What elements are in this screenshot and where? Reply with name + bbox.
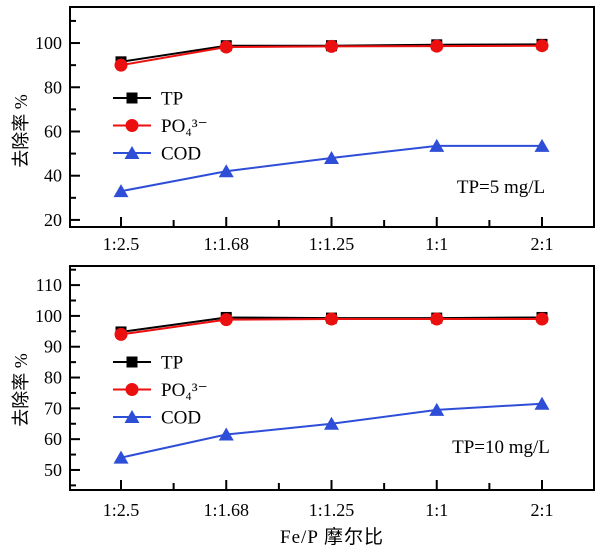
x-tick-label: 1:1.25: [309, 500, 355, 520]
triangle-marker: [113, 184, 129, 198]
y-tick-label: 90: [44, 337, 62, 357]
triangle-marker: [218, 427, 234, 441]
x-tick-label: 1:1.25: [309, 234, 355, 254]
circle-marker: [219, 40, 233, 54]
y-tick-label: 50: [44, 460, 62, 480]
x-axis: 1:2.5 1:1.68 1:1.25 1:1 2:1: [103, 217, 554, 254]
circle-marker: [325, 312, 338, 326]
x-tick-label: 1:1: [425, 234, 448, 254]
circle-marker: [114, 327, 128, 341]
legend-item: COD: [113, 408, 201, 429]
series-po4: [114, 39, 549, 72]
circle-marker: [325, 39, 338, 53]
square-legend-marker: [126, 92, 138, 104]
x-tick-label: 2:1: [530, 234, 553, 254]
series-cod: [113, 138, 550, 198]
series-po4: [114, 312, 549, 341]
chart-tp5: 20 40 60 80 100 1:2.5 1:1.68 1:1.25 1:1 2:1 TP PO₄³…: [11, 6, 595, 254]
y-axis-title: 去除率 %: [11, 94, 31, 168]
x-axis: 1:2.5 1:1.68 1:1.25 1:1 2:1: [103, 480, 554, 520]
y-tick-label: 110: [36, 275, 62, 295]
y-tick-label: 60: [44, 121, 62, 141]
y-tick-label: 100: [35, 306, 62, 326]
plot-frame: [69, 265, 595, 491]
circle-legend-marker: [125, 119, 139, 132]
legend-label: TP: [161, 89, 183, 110]
legend-label: TP: [161, 353, 183, 374]
triangle-marker: [534, 138, 550, 152]
legend-item: COD: [113, 144, 201, 165]
y-axis: 50 60 70 80 90 100 110: [35, 268, 80, 487]
x-tick-label: 1:1.68: [203, 500, 249, 520]
y-tick-label: 100: [35, 33, 62, 53]
legend: TP PO₄³⁻ COD: [113, 89, 208, 165]
x-tick-label: 1:2.5: [103, 500, 140, 520]
x-tick-label: 1:1.68: [203, 234, 249, 254]
legend-label: COD: [161, 408, 201, 429]
circle-marker: [430, 312, 444, 326]
y-tick-label: 70: [44, 398, 62, 418]
y-tick-label: 40: [44, 166, 62, 186]
annotation-tp-level: TP=5 mg/L: [457, 177, 545, 198]
triangle-marker: [324, 151, 339, 165]
y-tick-label: 80: [44, 368, 62, 388]
triangle-legend-marker: [124, 146, 140, 159]
y-tick-label: 80: [44, 77, 62, 97]
y-axis: 20 40 60 80 100: [35, 19, 80, 230]
removal-rate-charts: 20 40 60 80 100 1:2.5 1:1.68 1:1.25 1:1 2:1 TP PO₄³…: [11, 6, 595, 520]
x-tick-label: 1:1: [425, 500, 448, 520]
legend-label: PO₄³⁻: [161, 380, 208, 401]
square-legend-marker: [126, 356, 138, 368]
circle-legend-marker: [125, 383, 139, 396]
legend-item: TP: [113, 353, 183, 374]
circle-marker: [535, 312, 549, 326]
triangle-marker: [324, 416, 339, 430]
legend: TP PO₄³⁻ COD: [113, 353, 208, 429]
triangle-marker: [534, 396, 550, 410]
triangle-marker: [218, 164, 234, 178]
y-axis-title: 去除率 %: [11, 353, 31, 427]
triangle-marker: [429, 138, 445, 152]
legend-item: PO₄³⁻: [113, 116, 208, 137]
chart-tp10: 50 60 70 80 90 100 110 1:2.5 1:1.68 1:1.25 1:1 2:1 T…: [11, 265, 595, 520]
legend-item: TP: [113, 89, 183, 110]
y-tick-label: 60: [44, 429, 62, 449]
legend-item: PO₄³⁻: [113, 380, 208, 401]
legend-label: COD: [161, 144, 201, 165]
series-cod: [113, 396, 550, 464]
circle-marker: [114, 58, 128, 72]
legend-label: PO₄³⁻: [161, 116, 208, 137]
triangle-marker: [113, 450, 129, 464]
plot-frame: [69, 6, 595, 228]
circle-marker: [430, 39, 444, 53]
circle-marker: [219, 313, 233, 327]
x-tick-label: 2:1: [530, 500, 553, 520]
triangle-legend-marker: [124, 410, 140, 423]
y-tick-label: 20: [44, 210, 62, 230]
triangle-marker: [429, 402, 445, 416]
x-tick-label: 1:2.5: [103, 234, 140, 254]
annotation-tp-level: TP=10 mg/L: [452, 437, 550, 458]
x-axis-title: Fe/P 摩尔比: [280, 527, 384, 548]
circle-marker: [535, 39, 549, 53]
